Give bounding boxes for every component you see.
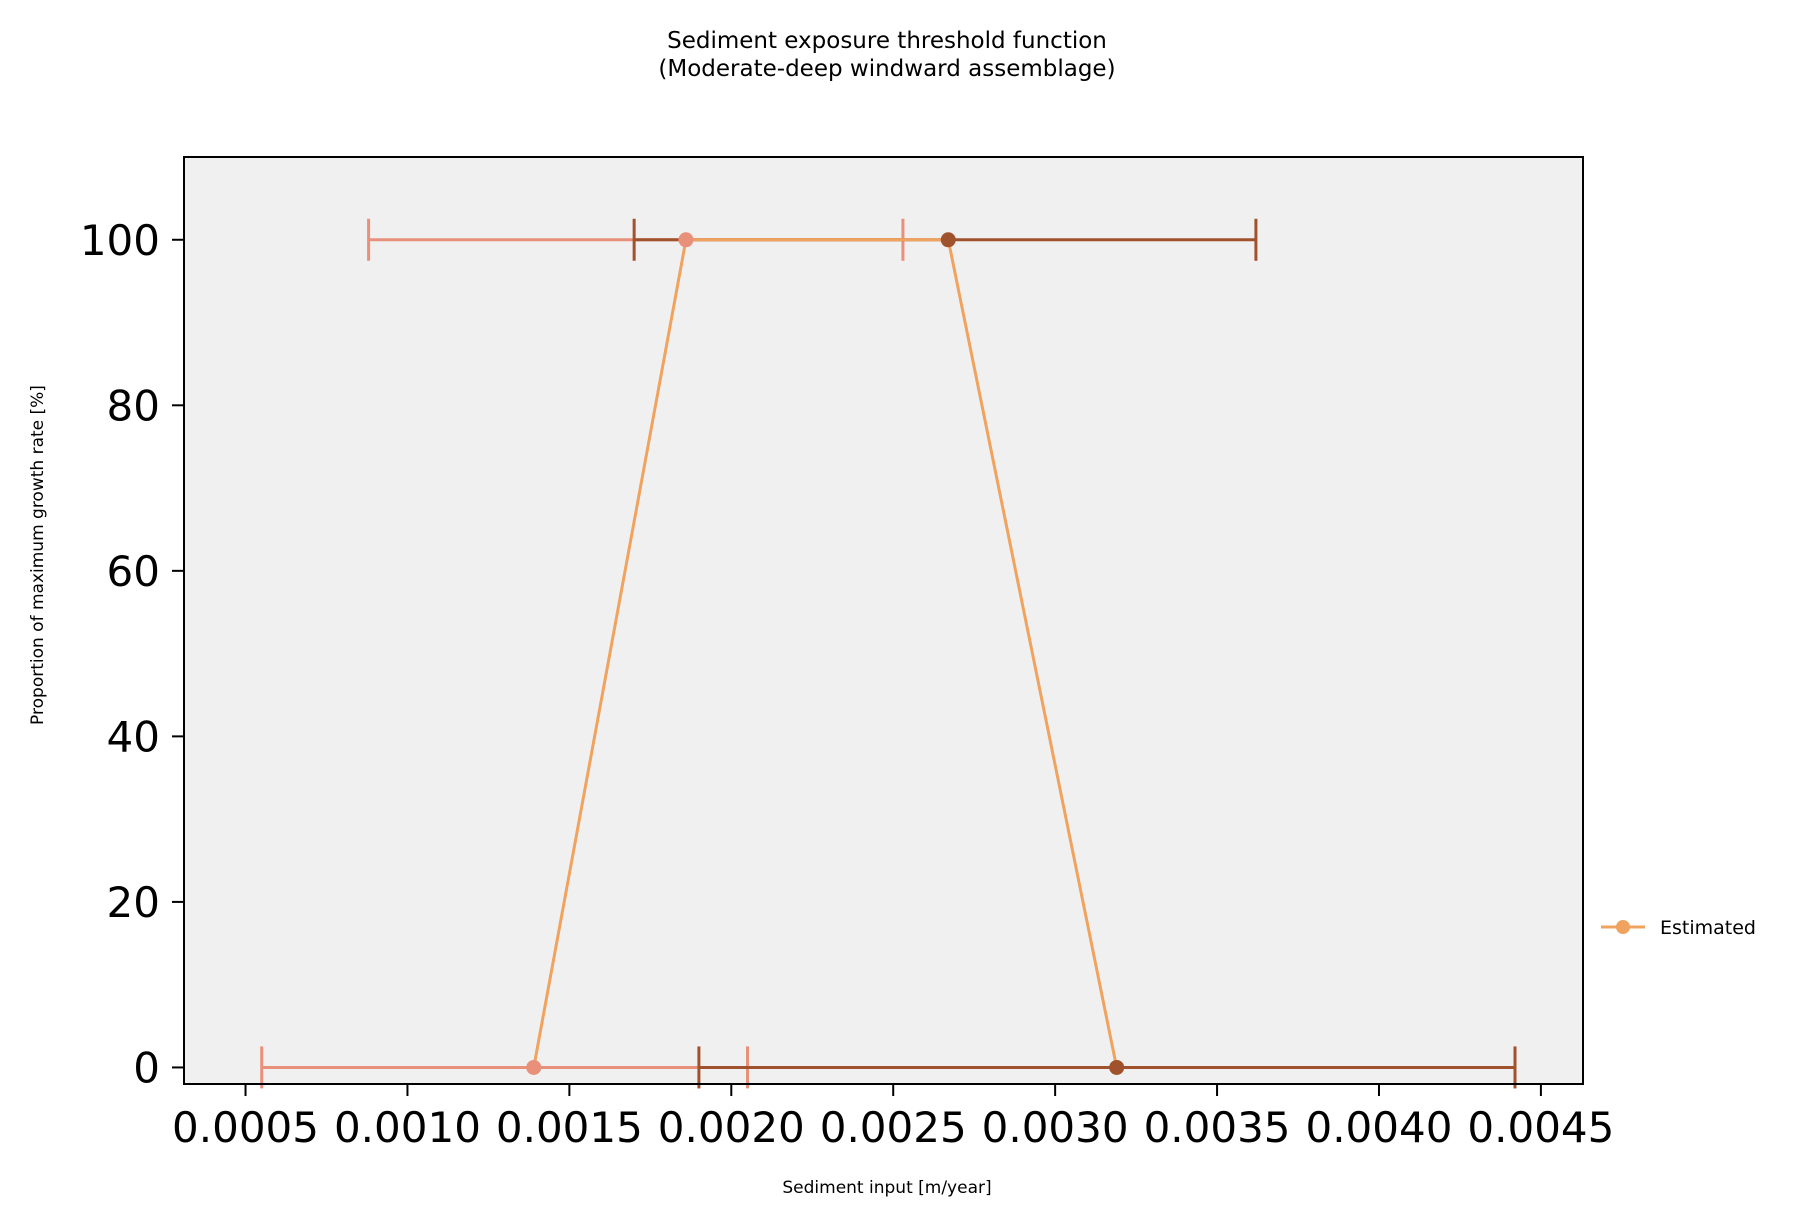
x-tick-label-6: 0.0035 bbox=[1144, 1103, 1291, 1152]
y-tick-label-5: 100 bbox=[80, 216, 160, 265]
x-tick-label-1: 0.0010 bbox=[334, 1103, 481, 1152]
x-tick-label-4: 0.0025 bbox=[820, 1103, 967, 1152]
data-point-2 bbox=[940, 232, 956, 248]
data-point-0 bbox=[526, 1059, 542, 1075]
x-tick-label-3: 0.0020 bbox=[658, 1103, 805, 1152]
x-tick-label-7: 0.0040 bbox=[1305, 1103, 1452, 1152]
y-tick-label-4: 80 bbox=[107, 381, 160, 430]
data-points bbox=[526, 232, 1125, 1075]
x-tick-label-8: 0.0045 bbox=[1467, 1103, 1614, 1152]
legend: Estimated bbox=[1601, 917, 1756, 939]
y-tick-label-2: 40 bbox=[107, 712, 160, 761]
y-tick-label-3: 60 bbox=[107, 547, 160, 596]
series-line-0 bbox=[532, 238, 1119, 1068]
plot-area bbox=[184, 157, 1583, 1084]
x-tick-label-5: 0.0030 bbox=[982, 1103, 1129, 1152]
legend-point-marker bbox=[1616, 920, 1630, 934]
y-tick-label-0: 0 bbox=[133, 1043, 160, 1092]
legend-label: Estimated bbox=[1660, 917, 1756, 939]
x-tick-label-2: 0.0015 bbox=[496, 1103, 643, 1152]
chart-title: Sediment exposure threshold function bbox=[667, 28, 1107, 54]
data-point-3 bbox=[1109, 1059, 1125, 1075]
x-axis-label: Sediment input [m/year] bbox=[782, 1178, 991, 1198]
x-tick-label-0: 0.0005 bbox=[172, 1103, 319, 1152]
y-axis-ticks: 0 20 40 60 80 100 bbox=[80, 216, 184, 1092]
y-axis-label: Proportion of maximum growth rate [%] bbox=[28, 385, 48, 725]
x-axis-ticks: 0.0005 0.0010 0.0015 0.0020 0.0025 0.0030 0.00… bbox=[172, 1084, 1614, 1152]
data-point-1 bbox=[678, 232, 694, 248]
plot-frame bbox=[183, 156, 1584, 1085]
chart-subtitle: (Moderate-deep windward assemblage) bbox=[658, 56, 1115, 82]
y-tick-label-1: 20 bbox=[107, 878, 160, 927]
series-lines bbox=[532, 238, 1119, 1068]
